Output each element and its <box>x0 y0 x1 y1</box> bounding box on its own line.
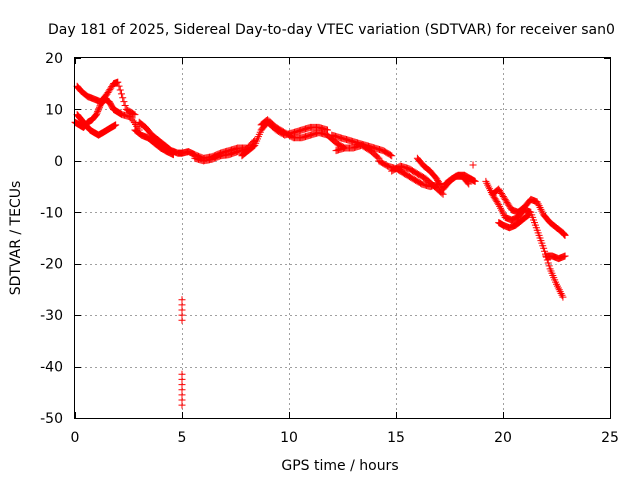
series-arc-12 <box>375 157 443 191</box>
series-arc-20 <box>542 252 569 263</box>
series-arc-19 <box>495 211 533 232</box>
y-tick-label: -30 <box>40 308 63 324</box>
data-point <box>92 111 100 119</box>
data-point <box>95 103 103 111</box>
data-point <box>121 102 129 110</box>
axis-ticks <box>75 58 611 419</box>
series-arc-9 <box>257 116 349 152</box>
data-point <box>131 111 139 119</box>
data-point <box>561 231 569 239</box>
data-point <box>94 106 102 114</box>
data-point <box>169 151 177 159</box>
series-arc-15 <box>441 171 479 188</box>
y-tick-label: 10 <box>45 102 63 118</box>
series-arc-7 <box>191 136 259 165</box>
y-tick-label: -10 <box>40 205 63 221</box>
data-point <box>386 151 394 159</box>
grid-lines <box>75 58 610 418</box>
data-point <box>117 90 125 98</box>
series-arc-10 <box>328 131 396 160</box>
series-arc-11 <box>332 141 383 162</box>
data-point <box>541 247 549 255</box>
data-point <box>116 86 124 94</box>
x-tick-label: 25 <box>601 430 619 446</box>
data-point <box>178 316 186 324</box>
data-point <box>130 110 138 118</box>
x-tick-label: 20 <box>494 430 512 446</box>
data-point <box>112 121 120 129</box>
series-arc-8 <box>238 118 332 160</box>
series-arc-13 <box>388 162 447 198</box>
data-point <box>178 401 186 409</box>
data-point <box>561 252 569 260</box>
y-tick-labels: -50 -40 -30 -20 -10 0 10 20 <box>40 51 63 427</box>
data-point <box>374 153 382 161</box>
x-tick-label: 15 <box>387 430 405 446</box>
data-point <box>465 180 473 188</box>
x-axis-label: GPS time / hours <box>281 458 398 474</box>
x-tick-label: 10 <box>280 430 298 446</box>
plot-frame <box>74 57 611 419</box>
data-point <box>95 105 103 113</box>
data-point <box>469 161 477 169</box>
y-axis-label: SDTVAR / TECUs <box>8 181 24 296</box>
series-outliers <box>178 296 186 409</box>
data-point <box>524 212 532 220</box>
series-arc-18 <box>488 185 569 239</box>
series-arc-1 <box>73 78 139 119</box>
x-tick-label: 0 <box>71 430 80 446</box>
series-arc-5 <box>131 126 177 159</box>
data-point <box>388 152 396 160</box>
series-arc-3 <box>71 95 143 134</box>
x-tick-label: 5 <box>178 430 187 446</box>
data-point <box>120 98 128 106</box>
data-point <box>471 177 479 185</box>
y-tick-label: 0 <box>54 154 63 170</box>
data-point <box>114 78 122 86</box>
x-tick-labels: 0 5 10 15 20 25 <box>71 430 619 446</box>
data-point <box>94 108 102 116</box>
y-tick-label: -50 <box>40 411 63 427</box>
y-tick-label: -40 <box>40 360 63 376</box>
data-point <box>119 94 127 102</box>
data-points <box>71 78 569 409</box>
series-arc-16 <box>469 161 477 169</box>
data-point <box>93 109 101 117</box>
data-point <box>525 211 533 219</box>
data-point <box>545 262 553 270</box>
y-tick-label: 20 <box>45 51 63 67</box>
data-point <box>115 82 123 90</box>
data-point <box>544 259 552 267</box>
series-arc-17 <box>482 177 567 301</box>
y-tick-label: -20 <box>40 257 63 273</box>
data-point <box>559 293 567 301</box>
data-point <box>540 244 548 252</box>
chart-title: Day 181 of 2025, Sidereal Day-to-day VTE… <box>48 22 615 38</box>
